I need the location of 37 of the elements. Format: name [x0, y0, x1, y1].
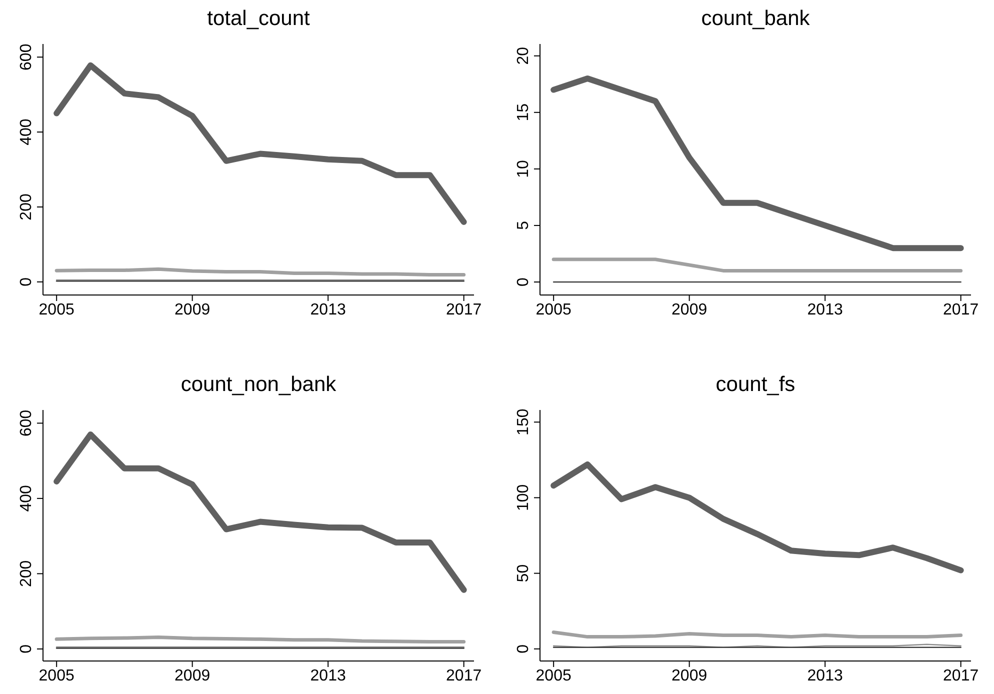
y-tick-label: 400: [18, 484, 35, 512]
y-tick-label: 0: [18, 277, 35, 286]
y-tick-label: 400: [18, 118, 35, 146]
x-tick-label: 2005: [38, 301, 74, 318]
x-tick-label: 2009: [672, 667, 708, 684]
x-tick-label: 2009: [672, 301, 708, 318]
y-tick-label: 5: [515, 220, 532, 230]
y-tick-label: 200: [18, 560, 35, 588]
y-tick-label: 0: [515, 277, 532, 286]
y-tick-label: 20: [515, 46, 532, 65]
x-tick-label: 2005: [536, 667, 572, 684]
y-tick-label: 150: [515, 408, 532, 436]
x-tick-label: 2009: [174, 301, 210, 318]
y-tick-label: 100: [515, 484, 532, 512]
x-tick-label: 2017: [943, 667, 979, 684]
x-tick-label: 2013: [310, 301, 346, 318]
x-tick-label: 2013: [310, 667, 346, 684]
y-tick-label: 10: [515, 160, 532, 178]
y-tick-label: 50: [515, 564, 532, 582]
x-tick-label: 2013: [807, 301, 843, 318]
y-tick-label: 0: [18, 644, 35, 654]
y-tick-label: 600: [18, 410, 35, 437]
chart-title: count_non_bank: [180, 372, 338, 398]
chart-title: count_bank: [700, 6, 811, 32]
y-tick-label: 600: [18, 44, 35, 70]
x-tick-label: 2017: [446, 301, 482, 318]
chart-title: total_count: [206, 6, 311, 32]
x-tick-label: 2013: [807, 667, 843, 684]
x-tick-label: 2005: [38, 667, 74, 684]
chart-title: count_fs: [714, 372, 796, 398]
x-tick-label: 2017: [943, 301, 979, 318]
x-tick-label: 2005: [536, 301, 572, 318]
y-tick-label: 15: [515, 103, 532, 122]
x-tick-label: 2017: [446, 667, 482, 684]
x-tick-label: 2009: [174, 667, 210, 684]
y-tick-label: 200: [18, 194, 35, 220]
y-tick-label: 0: [515, 644, 532, 654]
